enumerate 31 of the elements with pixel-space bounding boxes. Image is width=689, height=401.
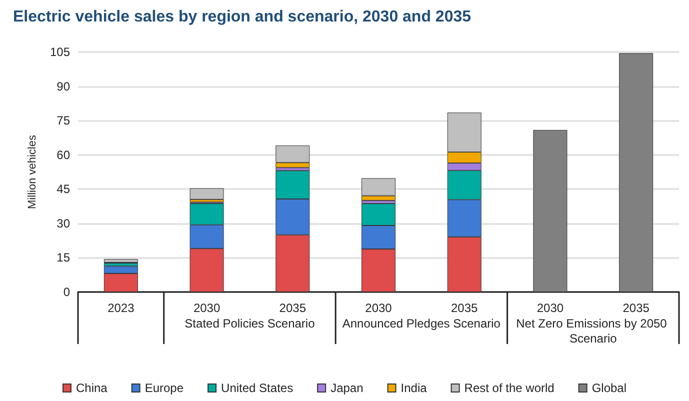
legend-label: India (400, 381, 428, 395)
legend-label: Rest of the world (464, 381, 554, 395)
text: Announced Pledges Scenario (342, 316, 501, 330)
bar (104, 259, 138, 263)
bar (190, 188, 224, 200)
bar (533, 130, 568, 292)
chart-title: Electric vehicle sales by region and scenario, 2030 and 2035 (13, 8, 472, 26)
y-tick-label: 30 (56, 216, 70, 230)
y-tick-label: 90 (56, 79, 70, 94)
legend-label: Global (592, 381, 627, 395)
x-tick-label: 2035 (622, 301, 650, 315)
y-tick-label: 15 (56, 250, 70, 265)
text: Stated Policies Scenario (184, 316, 316, 330)
legend-label: China (76, 381, 108, 395)
y-tick-label: 60 (56, 148, 70, 162)
y-tick-label: 105 (50, 45, 70, 59)
legend-label: Europe (144, 381, 184, 395)
y-axis-title: Million vehicles (26, 134, 38, 209)
legend-label: Japan (330, 381, 364, 395)
y-tick-label: 0 (63, 285, 70, 299)
x-tick-label: 2023 (108, 301, 135, 315)
bar (619, 53, 654, 292)
y-tick-label: 45 (56, 182, 70, 196)
y-tick-label: 75 (56, 114, 70, 128)
x-tick-label: 2030 (193, 301, 220, 315)
legend-label: United States (221, 381, 294, 395)
x-tick-label: 2030 (365, 301, 392, 315)
x-tick-label: 2030 (536, 301, 564, 315)
text: Net Zero Emissions by 2050 Scenario (516, 316, 670, 346)
x-tick-label: 2035 (279, 301, 306, 315)
x-tick-label: 2035 (451, 301, 478, 315)
